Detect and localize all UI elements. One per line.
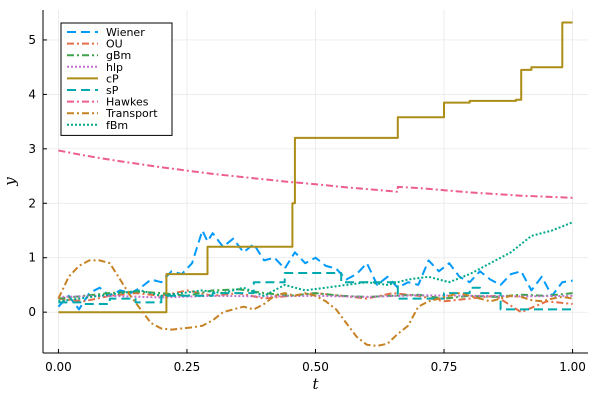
series-line-sp bbox=[58, 272, 573, 311]
x-tick-label-3: 0.75 bbox=[431, 360, 458, 374]
series-lines bbox=[57, 21, 573, 347]
legend-label-hlp: hlp bbox=[106, 61, 123, 74]
series-line-transport bbox=[57, 259, 573, 347]
legend-label-wiener: Wiener bbox=[106, 26, 145, 39]
series-line-cp bbox=[58, 21, 573, 314]
y-tick-label-2: 2 bbox=[28, 196, 36, 210]
y-tick-label-1: 1 bbox=[28, 251, 36, 265]
tick-labels: 0.00 0.25 0.50 0.75 1.00 0 1 2 3 4 5 bbox=[28, 33, 586, 374]
legend-label-ou: OU bbox=[106, 38, 123, 51]
x-tick-label-0: 0.00 bbox=[45, 360, 72, 374]
legend-label-hawkes: Hawkes bbox=[106, 96, 149, 109]
y-tick-label-5: 5 bbox=[28, 33, 36, 47]
x-axis-label: t bbox=[312, 375, 319, 393]
legend-label-transport: Transport bbox=[105, 107, 158, 120]
x-tick-label-1: 0.25 bbox=[174, 360, 201, 374]
legend-label-sp: sP bbox=[106, 84, 119, 97]
series-line-wiener bbox=[57, 229, 573, 311]
legend-label-fbm: fBm bbox=[106, 119, 128, 132]
x-tick-label-4: 1.00 bbox=[559, 360, 586, 374]
series-line-fbm bbox=[58, 221, 573, 303]
y-tick-label-4: 4 bbox=[28, 87, 36, 101]
series-line-hawkes bbox=[58, 149, 573, 199]
y-tick-label-0: 0 bbox=[28, 305, 36, 319]
x-tick-label-2: 0.50 bbox=[302, 360, 329, 374]
y-tick-label-3: 3 bbox=[28, 142, 36, 156]
legend-label-cp: cP bbox=[106, 72, 119, 85]
legend-label-gbm: gBm bbox=[106, 49, 131, 62]
y-axis-label: y bbox=[1, 177, 19, 187]
